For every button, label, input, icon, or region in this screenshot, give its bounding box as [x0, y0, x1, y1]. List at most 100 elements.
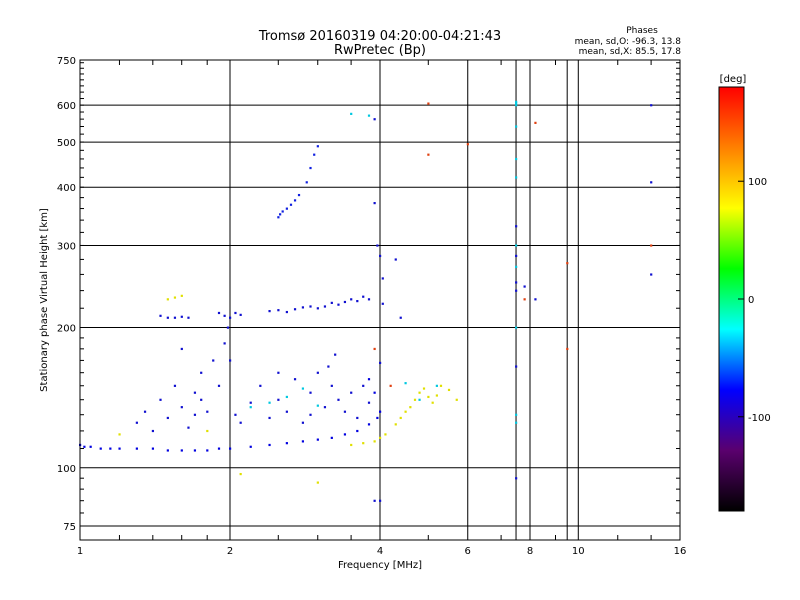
data-point [293, 378, 297, 381]
data-point [523, 298, 526, 301]
data-point [316, 371, 319, 374]
data-point [523, 285, 526, 288]
data-point [330, 436, 333, 439]
data-point [229, 359, 232, 362]
data-point [650, 273, 653, 276]
data-point [356, 416, 359, 420]
colorbar-tick-labels: 100 0 -100 [738, 177, 771, 424]
data-point [376, 416, 379, 420]
data-point [316, 438, 319, 441]
data-point [427, 395, 430, 399]
data-point [229, 447, 232, 450]
data-point [566, 262, 569, 265]
data-point [384, 433, 387, 436]
data-point [566, 347, 569, 351]
data-point [356, 299, 359, 303]
data-point [187, 426, 190, 429]
data-point [376, 244, 379, 247]
data-point [515, 225, 518, 228]
data-point [343, 433, 347, 436]
data-point [193, 413, 197, 416]
colorbar-tick-label: 0 [748, 295, 754, 306]
x-axis-label: Frequency [MHz] [338, 560, 422, 571]
data-point [316, 481, 319, 484]
data-point [193, 391, 197, 394]
data-point [399, 316, 402, 319]
data-point [350, 298, 353, 301]
data-point [379, 361, 382, 365]
data-point [159, 314, 162, 317]
data-point [323, 305, 327, 308]
data-point [379, 436, 382, 439]
data-point [268, 401, 271, 404]
data-point [206, 410, 209, 413]
data-point [362, 384, 365, 387]
data-points [79, 100, 653, 502]
data-point [285, 410, 288, 413]
colorbar-tick-label: -100 [748, 413, 771, 424]
y-tick-labels: 75 100 200 300 400 500 600 750 [57, 56, 76, 533]
data-point [206, 429, 209, 433]
data-point [285, 310, 288, 314]
data-point [404, 382, 407, 385]
colorbar-tick-label: 100 [748, 177, 767, 188]
data-point [285, 207, 288, 210]
data-point [239, 313, 242, 316]
data-point [83, 445, 86, 448]
data-point [394, 258, 397, 261]
data-point [418, 398, 421, 401]
data-point [89, 445, 92, 448]
data-point [229, 316, 232, 319]
data-point [200, 371, 203, 374]
data-point [316, 145, 319, 148]
data-point [193, 449, 197, 452]
data-point [330, 384, 333, 387]
data-point [650, 244, 653, 247]
data-point [350, 112, 353, 115]
data-point [305, 181, 308, 184]
data-point [534, 298, 537, 301]
data-point [515, 289, 518, 292]
data-point [301, 387, 305, 390]
data-point [334, 353, 337, 356]
data-point [285, 395, 288, 399]
data-point [323, 406, 327, 409]
data-point [180, 449, 183, 452]
data-point [381, 302, 384, 305]
data-point [381, 277, 384, 280]
data-point [135, 421, 138, 424]
legend-o-stats: mean, sd,O: -96.3, 13.8 [575, 37, 682, 47]
x-tick-label: 2 [227, 546, 233, 557]
data-point [466, 143, 469, 146]
data-point [515, 125, 518, 128]
data-point [309, 391, 312, 394]
y-axis-label: Stationary phase Virtual Height [km] [39, 208, 50, 392]
data-point [118, 433, 121, 436]
y-tick-label: 75 [63, 522, 76, 533]
data-point [343, 410, 347, 413]
data-point [399, 416, 402, 420]
data-point [455, 398, 458, 401]
data-point [367, 298, 371, 301]
data-point [350, 443, 353, 447]
y-tick-label: 500 [57, 138, 76, 149]
data-point [173, 316, 177, 319]
data-point [373, 118, 376, 121]
x-tick-label: 16 [674, 546, 687, 557]
plot-frame [79, 59, 681, 541]
data-point [379, 410, 382, 413]
data-point [350, 391, 353, 394]
data-point [367, 423, 371, 426]
data-point [268, 416, 271, 420]
data-point [173, 296, 177, 299]
x-tick-label: 1 [77, 546, 83, 557]
y-tick-label: 300 [57, 241, 76, 252]
data-point [389, 384, 392, 387]
axes [79, 59, 681, 541]
data-point [159, 398, 162, 401]
data-point [327, 365, 330, 368]
data-point [650, 104, 653, 107]
data-point [217, 447, 221, 450]
data-point [337, 303, 340, 306]
data-point [447, 388, 451, 392]
